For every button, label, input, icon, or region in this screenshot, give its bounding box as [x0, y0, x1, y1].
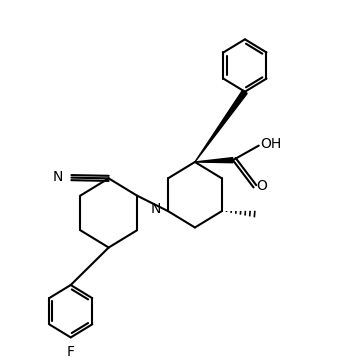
Text: N: N [52, 170, 63, 184]
Polygon shape [195, 90, 247, 162]
Text: N: N [151, 202, 161, 216]
Text: O: O [256, 179, 267, 193]
Text: F: F [67, 345, 75, 359]
Polygon shape [195, 158, 233, 163]
Text: OH: OH [260, 137, 282, 151]
